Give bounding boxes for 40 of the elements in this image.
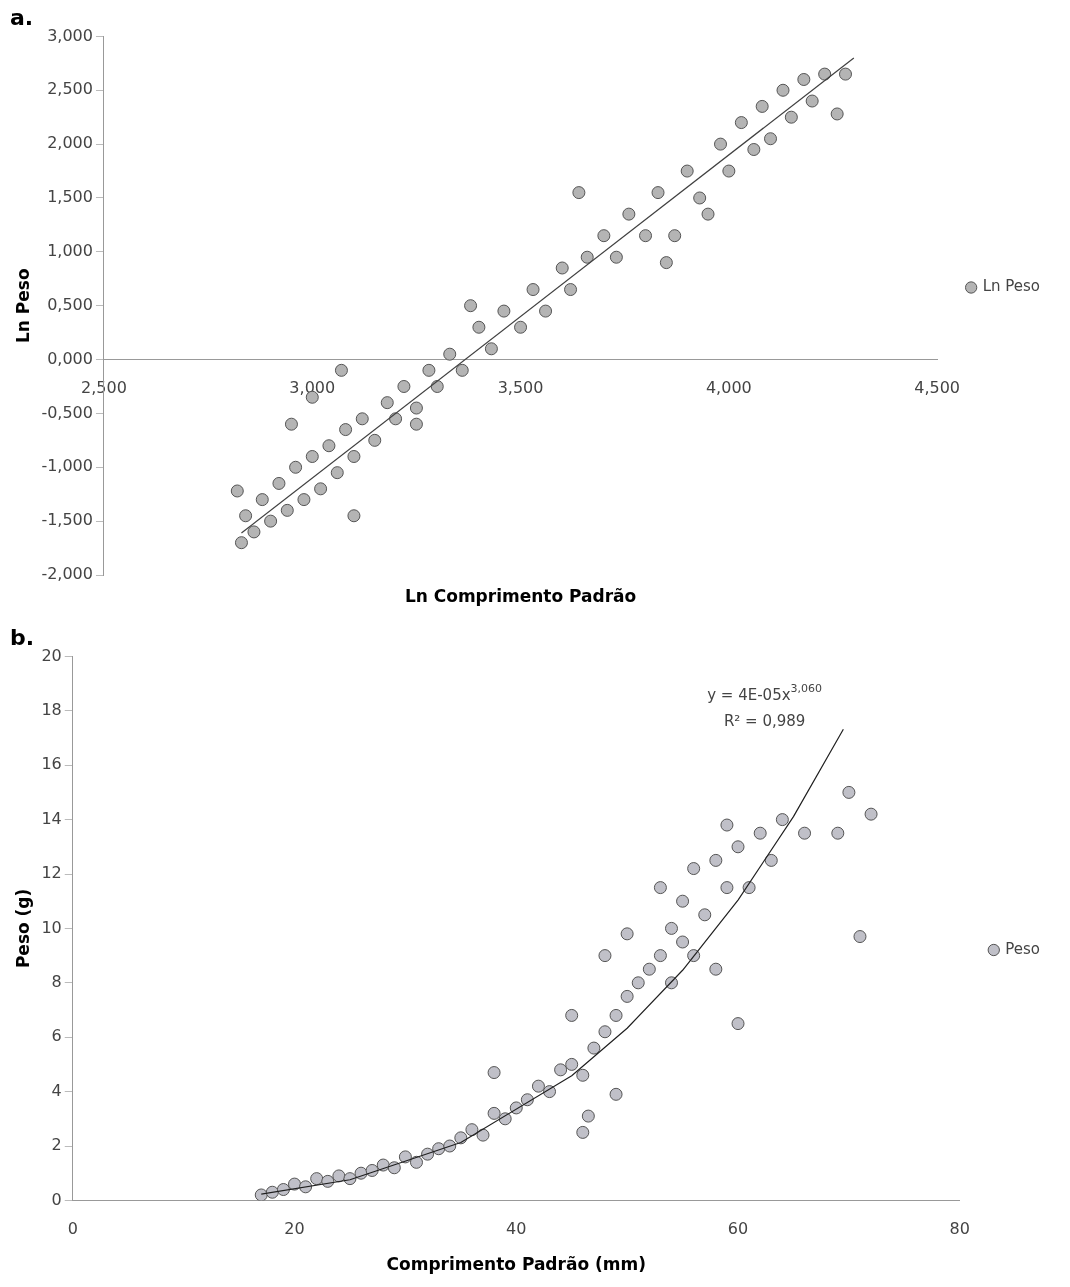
- x-tick-label: 40: [506, 1219, 527, 1239]
- y-tick-label: -1,500: [41, 510, 93, 530]
- y-tick-label: 0,000: [47, 348, 93, 368]
- legend-label: Peso: [1005, 939, 1040, 958]
- x-tick-label: 2,500: [81, 378, 127, 398]
- y-tick-label: 2,000: [47, 133, 93, 153]
- x-axis-title: Ln Comprimento Padrão: [404, 585, 637, 606]
- chart-title: a.: [10, 4, 34, 30]
- x-tick-label: 4,500: [914, 378, 961, 398]
- x-tick-label: 3,500: [497, 378, 544, 398]
- x-tick-label: 4,000: [705, 378, 752, 398]
- x-tick-label: 60: [727, 1219, 749, 1239]
- y-tick-label: 2: [51, 1135, 62, 1155]
- y-axis-title: Ln Peso: [12, 268, 33, 344]
- y-tick-label: 2,500: [47, 79, 93, 99]
- x-tick-label: 20: [284, 1219, 305, 1239]
- y-tick-label: -2,000: [41, 564, 93, 584]
- annotation: R² = 0,989: [723, 712, 806, 731]
- y-tick-label: -1,000: [41, 456, 93, 476]
- y-tick-label: 4: [51, 1080, 62, 1100]
- x-tick-label: 3,000: [289, 378, 336, 398]
- y-tick-label: -0,500: [41, 402, 93, 422]
- y-tick-label: 20: [41, 645, 62, 665]
- y-axis-title: Peso (g): [12, 888, 33, 969]
- y-tick-label: 18: [41, 699, 62, 719]
- x-tick-label: 80: [949, 1219, 970, 1239]
- y-tick-label: 10: [41, 917, 62, 937]
- y-tick-label: 0: [51, 1189, 62, 1209]
- y-tick-label: 14: [41, 808, 62, 828]
- y-tick-label: 16: [41, 754, 62, 774]
- y-tick-label: 8: [51, 971, 62, 991]
- y-tick-label: 0,500: [47, 294, 93, 314]
- y-tick-label: 6: [51, 1026, 62, 1046]
- legend-label: Ln Peso: [982, 277, 1041, 296]
- x-axis-title: Comprimento Padrão (mm): [386, 1254, 646, 1275]
- y-tick-label: 1,500: [47, 187, 93, 207]
- y-tick-label: 3,000: [47, 25, 93, 45]
- y-tick-label: 1,000: [47, 241, 93, 260]
- y-tick-label: 12: [41, 863, 62, 883]
- chart-title: b.: [10, 624, 35, 650]
